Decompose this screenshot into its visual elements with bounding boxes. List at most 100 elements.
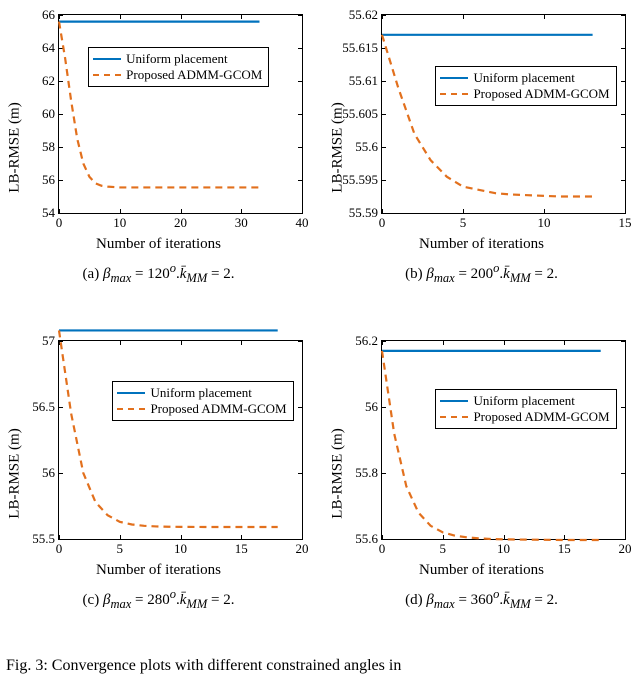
figure: LB-RMSE (m) 54565860626466010203040Unifor… — [0, 0, 640, 679]
legend: Uniform placementProposed ADMM-GCOM — [435, 66, 616, 106]
series-proposed — [382, 35, 593, 197]
legend-swatch — [440, 93, 468, 95]
x-tick-label: 10 — [497, 541, 510, 557]
x-tick-label: 40 — [296, 215, 309, 231]
y-tick-label: 55.59 — [349, 205, 378, 221]
panel-grid: LB-RMSE (m) 54565860626466010203040Unifor… — [0, 0, 640, 612]
legend-item-proposed: Proposed ADMM-GCOM — [440, 86, 609, 102]
plot-area: 54565860626466010203040Uniform placement… — [58, 14, 303, 214]
x-tick-label: 5 — [460, 215, 467, 231]
legend-item-uniform: Uniform placement — [117, 385, 286, 401]
legend-label: Uniform placement — [126, 51, 227, 67]
y-tick-label: 58 — [42, 139, 55, 155]
x-tick-label: 5 — [440, 541, 447, 557]
x-tick-mark — [302, 14, 303, 19]
x-tick-label: 10 — [537, 215, 550, 231]
y-axis-label: LB-RMSE (m) — [8, 8, 22, 286]
chart-lines — [382, 15, 625, 213]
x-axis-label: Number of iterations — [329, 562, 634, 579]
y-tick-label: 55.595 — [342, 172, 378, 188]
panel-a: LB-RMSE (m) 54565860626466010203040Unifor… — [6, 8, 311, 286]
y-tick-label: 55.6 — [355, 531, 378, 547]
legend-swatch — [440, 416, 468, 418]
x-tick-label: 0 — [379, 215, 386, 231]
panel-b: LB-RMSE (m)55.5955.59555.655.60555.6155.… — [329, 8, 634, 286]
x-tick-label: 0 — [56, 541, 63, 557]
legend: Uniform placementProposed ADMM-GCOM — [88, 47, 269, 87]
y-tick-label: 54 — [42, 205, 55, 221]
legend-item-uniform: Uniform placement — [93, 51, 262, 67]
subcaption: (a) βmax = 120o.k̄MM = 2. — [6, 261, 311, 286]
legend-label: Uniform placement — [473, 70, 574, 86]
plot-area: 55.55656.55705101520Uniform placementPro… — [58, 340, 303, 540]
plot-area: 55.655.85656.205101520Uniform placementP… — [381, 340, 626, 540]
figure-caption: Fig. 3: Convergence plots with different… — [0, 657, 640, 675]
panel-c: LB-RMSE (m) 55.55656.55705101520Uniform p… — [6, 334, 311, 612]
y-tick-label: 55.615 — [342, 40, 378, 56]
legend-label: Proposed ADMM-GCOM — [473, 86, 609, 102]
x-tick-label: 0 — [56, 215, 63, 231]
legend-swatch — [93, 74, 121, 76]
legend-label: Proposed ADMM-GCOM — [126, 67, 262, 83]
y-tick-label: 55.61 — [349, 73, 378, 89]
legend-swatch — [440, 400, 468, 402]
legend-item-uniform: Uniform placement — [440, 70, 609, 86]
legend-item-proposed: Proposed ADMM-GCOM — [440, 409, 609, 425]
y-tick-label: 60 — [42, 106, 55, 122]
legend-swatch — [117, 408, 145, 410]
panel-d: LB-RMSE (m) 55.655.85656.205101520Uniform… — [329, 334, 634, 612]
legend-swatch — [93, 58, 121, 60]
chart-lines — [59, 15, 302, 213]
x-tick-label: 20 — [619, 541, 632, 557]
subcaption: (c) βmax = 280o.k̄MM = 2. — [6, 587, 311, 612]
legend-label: Proposed ADMM-GCOM — [473, 409, 609, 425]
y-tick-label: 55.6 — [355, 139, 378, 155]
subcaption: (b) βmax = 200o.k̄MM = 2. — [329, 261, 634, 286]
x-tick-label: 20 — [296, 541, 309, 557]
plot-area: 55.5955.59555.655.60555.6155.61555.62051… — [381, 14, 626, 214]
x-tick-mark — [625, 209, 626, 214]
legend-item-proposed: Proposed ADMM-GCOM — [93, 67, 262, 83]
legend-label: Proposed ADMM-GCOM — [150, 401, 286, 417]
y-axis-label: LB-RMSE (m) — [8, 334, 22, 612]
x-tick-mark — [625, 14, 626, 19]
x-axis-label: Number of iterations — [6, 236, 311, 253]
legend: Uniform placementProposed ADMM-GCOM — [112, 381, 293, 421]
x-tick-label: 5 — [117, 541, 124, 557]
y-tick-label: 56.5 — [32, 399, 55, 415]
legend-item-proposed: Proposed ADMM-GCOM — [117, 401, 286, 417]
x-tick-label: 15 — [619, 215, 632, 231]
legend-swatch — [440, 77, 468, 79]
x-tick-label: 20 — [174, 215, 187, 231]
x-axis-label: Number of iterations — [6, 562, 311, 579]
series-proposed — [382, 351, 601, 540]
x-tick-mark — [302, 535, 303, 540]
chart-lines — [59, 341, 302, 539]
y-tick-label: 64 — [42, 40, 55, 56]
x-tick-mark — [625, 535, 626, 540]
y-tick-label: 56.2 — [355, 333, 378, 349]
legend-label: Uniform placement — [473, 393, 574, 409]
legend-label: Uniform placement — [150, 385, 251, 401]
x-tick-mark — [302, 209, 303, 214]
y-tick-label: 55.8 — [355, 465, 378, 481]
x-tick-mark — [625, 340, 626, 345]
y-tick-label: 56 — [42, 465, 55, 481]
y-tick-label: 56 — [42, 172, 55, 188]
legend-swatch — [117, 392, 145, 394]
legend: Uniform placementProposed ADMM-GCOM — [435, 389, 616, 429]
x-tick-label: 30 — [235, 215, 248, 231]
y-axis-label: LB-RMSE (m) — [331, 334, 345, 612]
x-tick-label: 10 — [174, 541, 187, 557]
x-tick-label: 15 — [558, 541, 571, 557]
legend-item-uniform: Uniform placement — [440, 393, 609, 409]
chart-lines — [382, 341, 625, 539]
x-axis-label: Number of iterations — [329, 236, 634, 253]
x-tick-label: 15 — [235, 541, 248, 557]
x-tick-mark — [302, 340, 303, 345]
subcaption: (d) βmax = 360o.k̄MM = 2. — [329, 587, 634, 612]
y-tick-label: 57 — [42, 333, 55, 349]
y-tick-label: 62 — [42, 73, 55, 89]
series-proposed — [59, 330, 278, 527]
y-tick-label: 55.62 — [349, 7, 378, 23]
